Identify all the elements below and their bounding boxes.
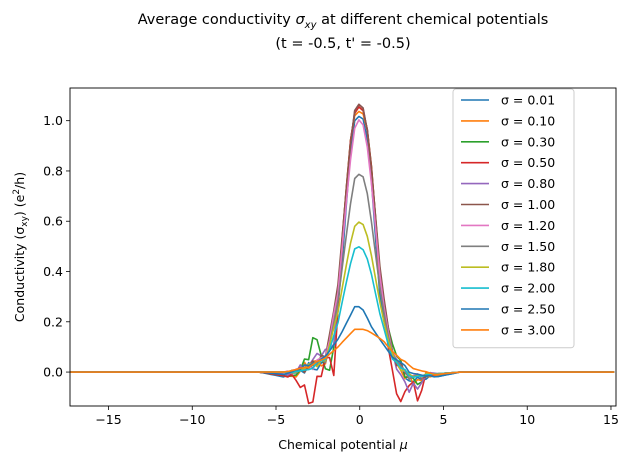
legend: σ = 0.01 σ = 0.10 σ = 0.30 σ = 0.50 σ = 0.80… (452, 88, 575, 349)
x-tick-label: 15 (603, 412, 619, 427)
y-tick-label: 0.2 (43, 314, 63, 329)
legend-label: σ = 1.00 (501, 197, 555, 212)
legend-label: σ = 1.50 (501, 239, 555, 254)
y-axis-label: Conductivity (σxy) (e2/h) (12, 172, 30, 322)
legend-label: σ = 0.80 (501, 176, 555, 191)
x-tick-label: −5 (267, 412, 285, 427)
x-tick-label: 0 (356, 412, 364, 427)
legend-box (452, 88, 575, 349)
y-tick-label: 1.0 (43, 113, 63, 128)
legend-label: σ = 1.80 (501, 260, 555, 275)
x-tick-label: −10 (179, 412, 205, 427)
legend-label: σ = 0.30 (501, 134, 555, 149)
legend-label: σ = 2.50 (501, 302, 555, 317)
chart-title-line1: Average conductivity σxy at different ch… (138, 12, 549, 31)
x-tick-label: 5 (440, 412, 448, 427)
x-axis-label: Chemical potential μ (278, 437, 408, 452)
y-tick-label: 0.0 (43, 365, 63, 380)
y-tick-label: 0.8 (43, 163, 63, 178)
x-tick-label: 10 (519, 412, 535, 427)
legend-label: σ = 2.00 (501, 281, 555, 296)
plot-frame (69, 87, 617, 407)
y-axis: 0.0 0.2 0.4 0.6 0.8 1.0 (43, 113, 70, 380)
x-tick-label: −15 (95, 412, 121, 427)
y-tick-label: 0.4 (43, 264, 63, 279)
legend-label: σ = 0.01 (501, 93, 555, 108)
chart-title-line2: (t = -0.5, t' = -0.5) (275, 36, 410, 52)
series-line-11 (70, 328, 615, 376)
legend-label: σ = 1.20 (501, 218, 555, 233)
legend-label: σ = 0.10 (501, 113, 555, 128)
y-tick-label: 0.6 (43, 214, 63, 229)
x-axis: −15 −10 −5 0 5 10 15 (95, 406, 619, 427)
series-layer (70, 103, 615, 405)
legend-label: σ = 0.50 (501, 155, 555, 170)
legend-label: σ = 3.00 (501, 322, 555, 337)
